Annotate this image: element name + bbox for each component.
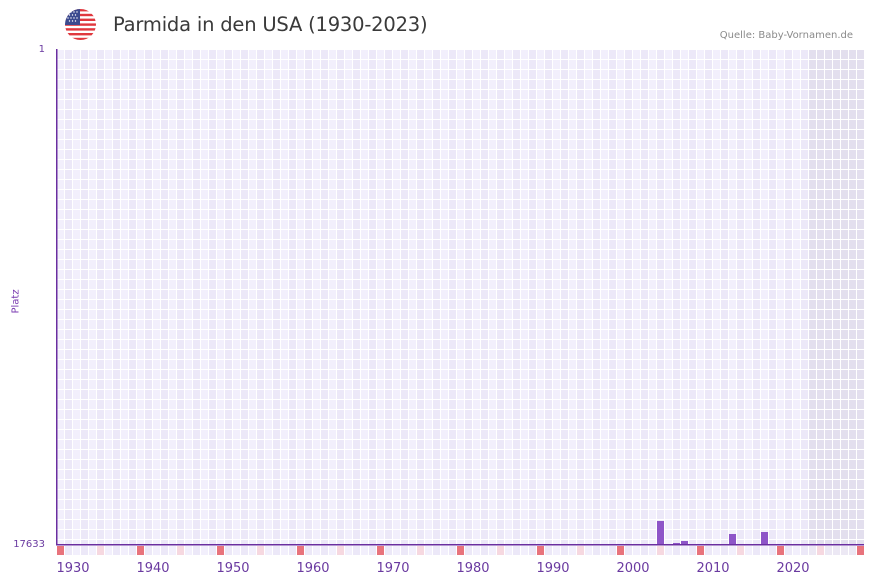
source-credit: Quelle: Baby-Vornamen.de: [719, 30, 853, 41]
x-tick-2020: 2020: [776, 561, 810, 576]
plot-area: [56, 49, 864, 556]
chart-title: Parmida in den USA (1930-2023): [113, 13, 428, 36]
y-tick-bottom: 17633: [13, 539, 45, 550]
x-tick-1950: 1950: [216, 561, 250, 576]
y-axis-title: Platz: [10, 289, 22, 314]
y-tick-top: 1: [38, 44, 45, 55]
x-tick-1990: 1990: [536, 561, 570, 576]
x-tick-1940: 1940: [136, 561, 170, 576]
x-tick-2000: 2000: [616, 561, 650, 576]
bar-2012[interactable]: [729, 534, 736, 545]
x-tick-1970: 1970: [376, 561, 410, 576]
bar-2006[interactable]: [681, 541, 688, 545]
bar-2003[interactable]: [657, 521, 664, 545]
chart-canvas: [56, 49, 864, 555]
x-tick-1960: 1960: [296, 561, 330, 576]
x-tick-1930: 1930: [56, 561, 90, 576]
x-tick-1980: 1980: [456, 561, 490, 576]
bar-2016[interactable]: [761, 532, 768, 545]
us-flag-icon: [65, 9, 96, 40]
x-tick-2010: 2010: [696, 561, 730, 576]
